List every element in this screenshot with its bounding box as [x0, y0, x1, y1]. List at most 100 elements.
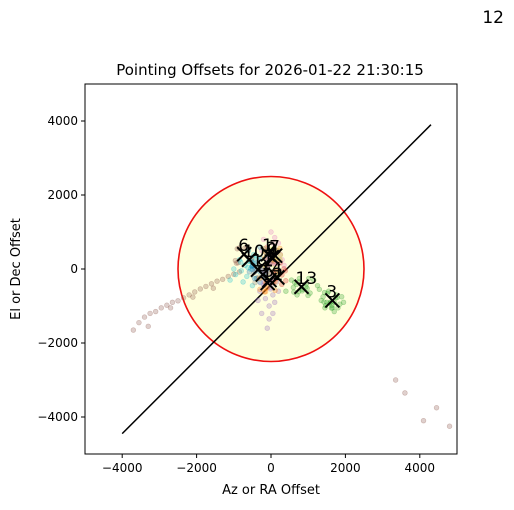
cluster-point-5-8	[265, 270, 272, 276]
scatter-point-1-9	[244, 273, 250, 280]
scatter-point-1-15	[249, 282, 256, 289]
cluster-label-13: 13	[296, 269, 318, 289]
cluster-label-1: 1	[262, 236, 273, 256]
scatter-point-2-14	[331, 308, 337, 315]
cluster-marker-10-b	[241, 252, 257, 268]
scatter-point-2-17	[338, 294, 345, 300]
scatter-point-0-25	[402, 390, 408, 396]
cluster-label-7: 7	[269, 238, 280, 258]
scatter-point-0-19	[236, 269, 243, 275]
cluster-point-3-8	[321, 299, 327, 305]
scatter-point-1-1	[232, 271, 239, 278]
cluster-point-12-4	[261, 289, 268, 295]
cluster-marker-13-b	[293, 279, 310, 295]
y-tick-label-1: −2000	[37, 336, 78, 350]
cluster-point-5-5	[257, 279, 264, 286]
cluster-point-10-0	[245, 264, 251, 271]
scatter-point-3-3	[270, 292, 276, 298]
scatter-point-0-0	[130, 327, 137, 333]
cluster-point-10-6	[238, 259, 244, 265]
scatter-point-0-20	[145, 323, 151, 330]
cluster-point-3-3	[329, 302, 335, 309]
scatter-point-1-12	[257, 279, 263, 285]
cluster-marker-11-b	[250, 262, 266, 278]
scatter-point-2-2	[290, 284, 297, 291]
scatter-point-0-27	[433, 405, 440, 411]
cluster-point-12-9	[262, 289, 269, 295]
scatter-point-1-13	[231, 266, 237, 272]
scatter-point-1-2	[238, 268, 244, 274]
cluster-marker-9-b	[265, 250, 281, 266]
chart-title: Pointing Offsets for 2026-01-22 21:30:15	[116, 61, 424, 79]
scatter-point-0-23	[210, 285, 217, 291]
x-tick-label-0: −4000	[102, 461, 143, 475]
scatter-point-0-10	[186, 292, 192, 298]
cluster-point-13-4	[303, 284, 309, 290]
scatter-point-4-1	[264, 244, 270, 250]
scatter-point-1-14	[240, 279, 246, 285]
scatter-point-2-1	[288, 277, 295, 283]
scatter-point-3-5	[264, 325, 270, 331]
scatter-point-3-7	[272, 299, 278, 305]
scatter-point-2-8	[311, 277, 317, 283]
cluster-point-9-3	[277, 252, 284, 258]
cluster-marker-12-b	[259, 275, 276, 291]
cluster-point-11-0	[249, 266, 256, 272]
scatter-point-0-5	[158, 305, 164, 311]
cluster-point-3-7	[328, 305, 335, 311]
cluster-point-13-8	[304, 285, 310, 292]
scatter-point-0-13	[203, 283, 209, 290]
plot-area: 12345678910111213	[84, 83, 458, 455]
cluster-label-9: 9	[267, 240, 278, 260]
x-axis: −4000 −2000 0 2000 4000	[102, 454, 435, 475]
y-tick-label-3: 2000	[47, 188, 78, 202]
scatter-point-0-26	[420, 418, 427, 424]
scatter-point-4-8	[272, 234, 278, 241]
scatter-point-0-3	[147, 310, 153, 317]
y-tick-label-2: 0	[70, 262, 78, 276]
cluster-label-12: 12	[262, 265, 284, 285]
cluster-label-4: 4	[271, 260, 282, 280]
cluster-point-6-4	[244, 244, 250, 251]
cluster-point-13-7	[296, 275, 303, 282]
cluster-point-11-1	[251, 275, 258, 282]
cluster-label-10: 10	[243, 242, 265, 262]
cluster-point-10-1	[255, 256, 261, 262]
x-tick-label-3: 2000	[330, 461, 361, 475]
scatter-point-5-2	[272, 262, 278, 268]
scatter-point-0-6	[164, 302, 170, 308]
scatter-point-0-11	[192, 289, 198, 295]
scatter-point-3-10	[255, 297, 261, 304]
scatter-point-0-12	[197, 286, 204, 292]
scatter-point-3-12	[270, 310, 276, 317]
cluster-point-4-0	[283, 278, 289, 284]
cluster-label-2: 2	[266, 239, 277, 259]
scatter-point-4-0	[260, 236, 267, 243]
scatter-point-4-3	[270, 240, 276, 246]
scatter-point-0-24	[392, 377, 399, 383]
figure-corner-label: 12	[482, 8, 504, 28]
scatter-point-0-14	[208, 281, 215, 287]
y-axis: −4000 −2000 0 2000 4000	[37, 114, 85, 424]
scatter-point-4-10	[281, 262, 287, 268]
scatter-point-0-4	[152, 308, 159, 315]
x-tick-label-4: 4000	[405, 461, 436, 475]
scatter-point-0-17	[225, 273, 231, 280]
y-tick-label-4: 4000	[47, 114, 78, 128]
scatter-point-1-0	[227, 277, 233, 283]
cluster-marker-3-b	[324, 292, 341, 309]
scatter-point-2-22	[340, 299, 347, 305]
scatter-point-3-13	[275, 288, 282, 294]
scatter-point-2-10	[320, 294, 326, 300]
scatter-point-2-23	[314, 282, 321, 289]
scatter-point-2-20	[318, 297, 324, 304]
scatter-point-0-21	[167, 305, 174, 311]
scatter-point-0-1	[136, 319, 142, 326]
y-tick-label-0: −4000	[37, 410, 78, 424]
y-axis-label: El or Dec Offset	[9, 218, 24, 320]
scatter-point-4-2	[268, 229, 274, 235]
scatter-point-0-7	[169, 299, 176, 305]
scatter-point-2-0	[283, 288, 289, 294]
scatter-point-1-10	[247, 266, 254, 272]
cluster-point-6-7	[233, 260, 240, 266]
